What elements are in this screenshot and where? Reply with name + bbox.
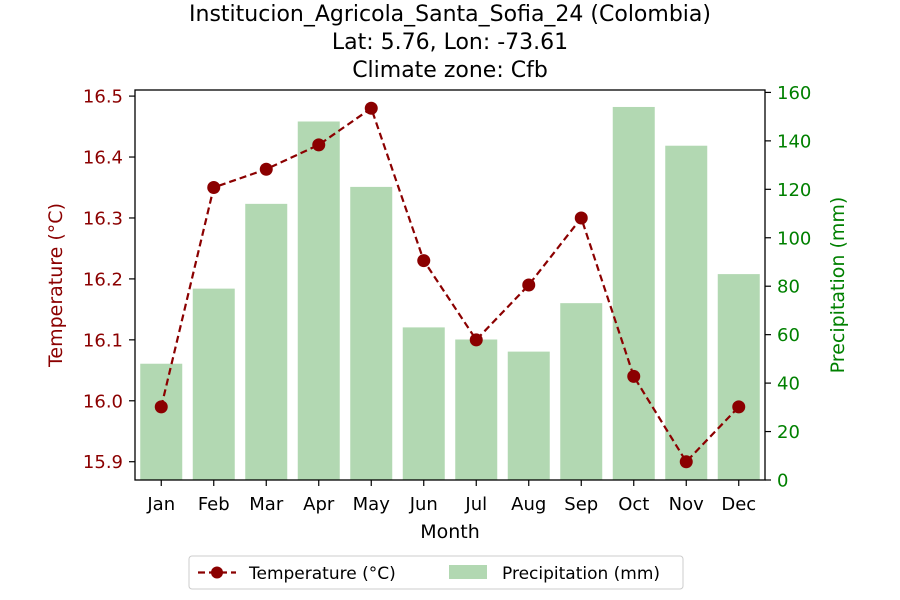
y-left-tick-label: 16.3: [83, 208, 123, 229]
legend-precipitation-label: Precipitation (mm): [502, 564, 660, 584]
title-line-2: Lat: 5.76, Lon: -73.61: [332, 30, 568, 55]
y-axis-right: 0 20 40 60 80 100 120 140 160: [765, 83, 811, 492]
precipitation-bar-feb: [192, 288, 235, 480]
x-axis: Jan Feb Mar Apr May Jun Jul Aug Sep Oct Nov Dec: [146, 480, 756, 515]
precipitation-bar-jul: [455, 339, 498, 480]
x-tick-label: Nov: [669, 494, 704, 515]
x-tick-label: Oct: [618, 494, 649, 515]
temperature-point-dec: [732, 400, 746, 414]
legend-frame: [188, 555, 684, 590]
y-right-tick-label: 60: [777, 325, 800, 346]
temperature-point-apr: [312, 138, 326, 152]
y-left-tick-label: 16.0: [83, 391, 123, 412]
temperature-point-oct: [627, 369, 641, 383]
temperature-point-may: [364, 101, 378, 115]
plot-area-frame: [134, 89, 766, 481]
y-left-tick-label: 16.1: [83, 330, 123, 351]
temperature-point-aug: [522, 278, 536, 292]
temperature-line: [160, 106, 740, 464]
temperature-line-series: [154, 101, 746, 469]
title-line-3: Climate zone: Cfb: [352, 58, 548, 83]
precipitation-bar-may: [350, 186, 393, 480]
y-axis-right-label: Precipitation (mm): [827, 197, 849, 374]
temperature-point-mar: [259, 162, 273, 176]
y-right-tick-label: 0: [777, 471, 788, 492]
y-left-tick-label: 16.4: [83, 148, 123, 169]
legend-precipitation-swatch: [449, 565, 487, 579]
x-tick-label: Dec: [721, 494, 756, 515]
x-tick-label: May: [353, 494, 391, 515]
precipitation-bar-mar: [245, 203, 288, 480]
temperature-point-nov: [679, 455, 693, 469]
title-line-1: Institucion_Agricola_Santa_Sofia_24 (Col…: [189, 2, 711, 27]
x-tick-label: Feb: [198, 494, 230, 515]
precipitation-bar-nov: [665, 145, 708, 480]
y-right-tick-label: 100: [777, 228, 811, 249]
legend-temperature-label: Temperature (°C): [248, 564, 396, 584]
y-right-tick-label: 20: [777, 422, 800, 443]
x-tick-label: Sep: [564, 494, 598, 515]
precipitation-bars: [140, 106, 760, 481]
temperature-point-jan: [154, 400, 168, 414]
y-axis-left-label: Temperature (°C): [45, 203, 67, 368]
y-axis-left: 15.9 16.0 16.1 16.2 16.3 16.4 16.5: [83, 87, 135, 473]
precipitation-bar-dec: [717, 274, 760, 480]
precipitation-bar-jan: [140, 363, 183, 480]
precipitation-bar-oct: [612, 106, 655, 481]
temperature-point-jul: [469, 333, 483, 347]
y-right-tick-label: 140: [777, 131, 811, 152]
chart-title: Institucion_Agricola_Santa_Sofia_24 (Col…: [189, 2, 711, 83]
precipitation-bar-aug: [507, 351, 550, 480]
x-tick-label: Jan: [146, 494, 175, 515]
temperature-point-sep: [574, 211, 588, 225]
precipitation-bar-sep: [560, 303, 603, 480]
temperature-point-jun: [417, 254, 431, 268]
y-left-tick-label: 16.5: [83, 87, 123, 108]
y-right-tick-label: 120: [777, 180, 811, 201]
precipitation-bar-apr: [297, 121, 340, 480]
precipitation-bar-jun: [402, 327, 445, 480]
x-tick-label: Jun: [409, 494, 438, 515]
y-left-tick-label: 16.2: [83, 269, 123, 290]
y-right-tick-label: 40: [777, 374, 800, 395]
x-axis-label: Month: [420, 521, 480, 543]
x-tick-label: Jul: [464, 494, 487, 515]
legend-temperature-marker: [211, 566, 223, 579]
temperature-point-feb: [207, 181, 221, 194]
y-left-tick-label: 15.9: [83, 452, 123, 473]
x-tick-label: Apr: [303, 494, 335, 515]
y-right-tick-label: 80: [777, 277, 800, 298]
x-tick-label: Mar: [249, 494, 284, 515]
x-tick-label: Aug: [511, 494, 546, 515]
legend: Temperature (°C) Precipitation (mm): [188, 555, 684, 590]
y-right-tick-label: 160: [777, 83, 811, 104]
